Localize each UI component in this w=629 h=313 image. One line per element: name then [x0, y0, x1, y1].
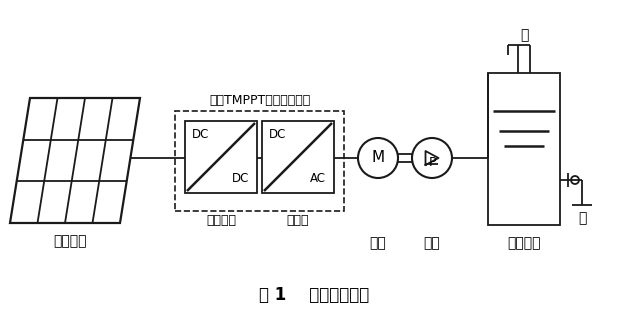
Text: 水泵: 水泵	[423, 236, 440, 250]
Text: 储水装置: 储水装置	[507, 236, 541, 250]
Text: 图 1    系统的结构图: 图 1 系统的结构图	[259, 286, 369, 304]
Text: DC: DC	[232, 172, 250, 186]
Bar	[262, 121, 334, 193]
Text: 光伏阵列: 光伏阵列	[53, 234, 87, 248]
Text: M: M	[372, 151, 384, 166]
Text: DC: DC	[192, 129, 209, 141]
Text: 电机: 电机	[370, 236, 386, 250]
Text: 具有TMPPT功能的变频器: 具有TMPPT功能的变频器	[209, 94, 310, 106]
Text: 升压环节: 升压环节	[206, 214, 236, 228]
Bar	[488, 73, 560, 225]
Bar	[175, 111, 344, 211]
Text: 小: 小	[578, 211, 586, 225]
Text: AC: AC	[310, 172, 326, 186]
Text: 小: 小	[520, 28, 528, 42]
Text: 变频器: 变频器	[287, 214, 309, 228]
Text: P: P	[428, 156, 436, 170]
Bar	[185, 121, 257, 193]
Text: DC: DC	[269, 129, 287, 141]
